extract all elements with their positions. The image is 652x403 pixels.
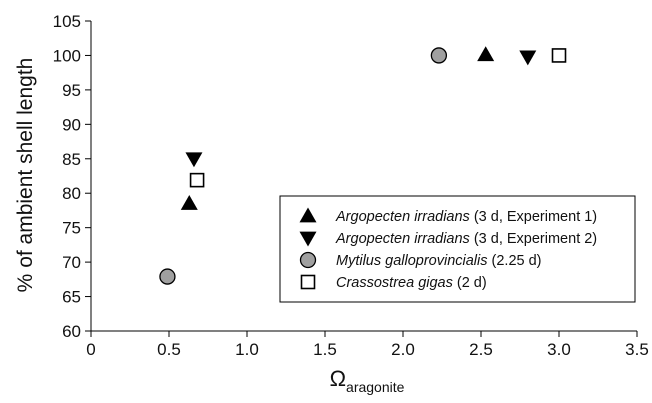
legend-entry: Argopecten irradians (3 d, Experiment 2) — [335, 231, 597, 247]
x-tick-label: 3.0 — [547, 340, 571, 359]
x-tick-label: 3.5 — [625, 340, 649, 359]
legend-species: Argopecten irradians — [335, 231, 470, 247]
legend-marker-square-open — [300, 274, 316, 290]
x-tick-label: 1.0 — [235, 340, 259, 359]
x-axis-label: Ωaragonite — [330, 366, 405, 395]
y-tick-label: 65 — [62, 288, 81, 307]
y-tick-label: 75 — [62, 219, 81, 238]
data-point-triangle-up — [477, 46, 495, 62]
y-tick-label: 60 — [62, 322, 81, 341]
y-tick-label: 90 — [62, 115, 81, 134]
x-axis-subscript: aragonite — [346, 379, 405, 395]
legend-marker-triangle-down — [299, 231, 317, 247]
y-tick-label: 100 — [53, 46, 81, 65]
axes — [85, 20, 638, 337]
x-axis-symbol: Ω — [330, 366, 346, 391]
data-points — [159, 46, 567, 285]
legend-entry: Argopecten irradians (3 d, Experiment 1) — [335, 209, 597, 225]
legend-entry: Mytilus galloprovincialis (2.25 d) — [336, 253, 542, 269]
legend-species: Crassostrea gigas — [336, 275, 453, 291]
x-tick-label: 1.5 — [313, 340, 337, 359]
legend-detail: (3 d, Experiment 2) — [470, 231, 597, 247]
y-tick-label: 85 — [62, 150, 81, 169]
y-axis-label: % of ambient shell length — [14, 58, 37, 293]
legend-box — [279, 195, 636, 303]
legend-detail: (2 d) — [453, 275, 487, 291]
legend: Argopecten irradians (3 d, Experiment 1)… — [279, 195, 636, 303]
data-point-square-open — [551, 48, 567, 63]
legend-species: Mytilus galloprovincialis — [336, 253, 488, 269]
x-tick-label: 0 — [86, 340, 95, 359]
tick-labels: 60 65 70 75 80 85 90 95 100 105 0 0.5 1.0 1.5 2.0 2.5 3.… — [53, 12, 649, 359]
data-point-triangle-down — [185, 152, 203, 168]
x-tick-label: 2.5 — [469, 340, 493, 359]
y-tick-label: 95 — [62, 81, 81, 100]
legend-marker-circle — [299, 251, 317, 269]
y-tick-label: 80 — [62, 184, 81, 203]
legend-entry: Crassostrea gigas (2 d) — [336, 275, 487, 291]
legend-marker-triangle-up — [299, 207, 317, 223]
x-tick-label: 0.5 — [157, 340, 181, 359]
data-point-triangle-up — [180, 195, 198, 210]
y-tick-label: 105 — [53, 12, 81, 31]
x-tick-label: 2.0 — [391, 340, 415, 359]
legend-detail: (2.25 d) — [488, 253, 542, 269]
y-tick-label: 70 — [62, 253, 81, 272]
data-point-circle — [159, 268, 176, 285]
data-point-triangle-down — [519, 50, 537, 66]
legend-species: Argopecten irradians — [335, 209, 470, 225]
data-point-circle — [430, 47, 448, 64]
legend-detail: (3 d, Experiment 1) — [470, 209, 597, 225]
data-point-square-open — [189, 172, 205, 188]
